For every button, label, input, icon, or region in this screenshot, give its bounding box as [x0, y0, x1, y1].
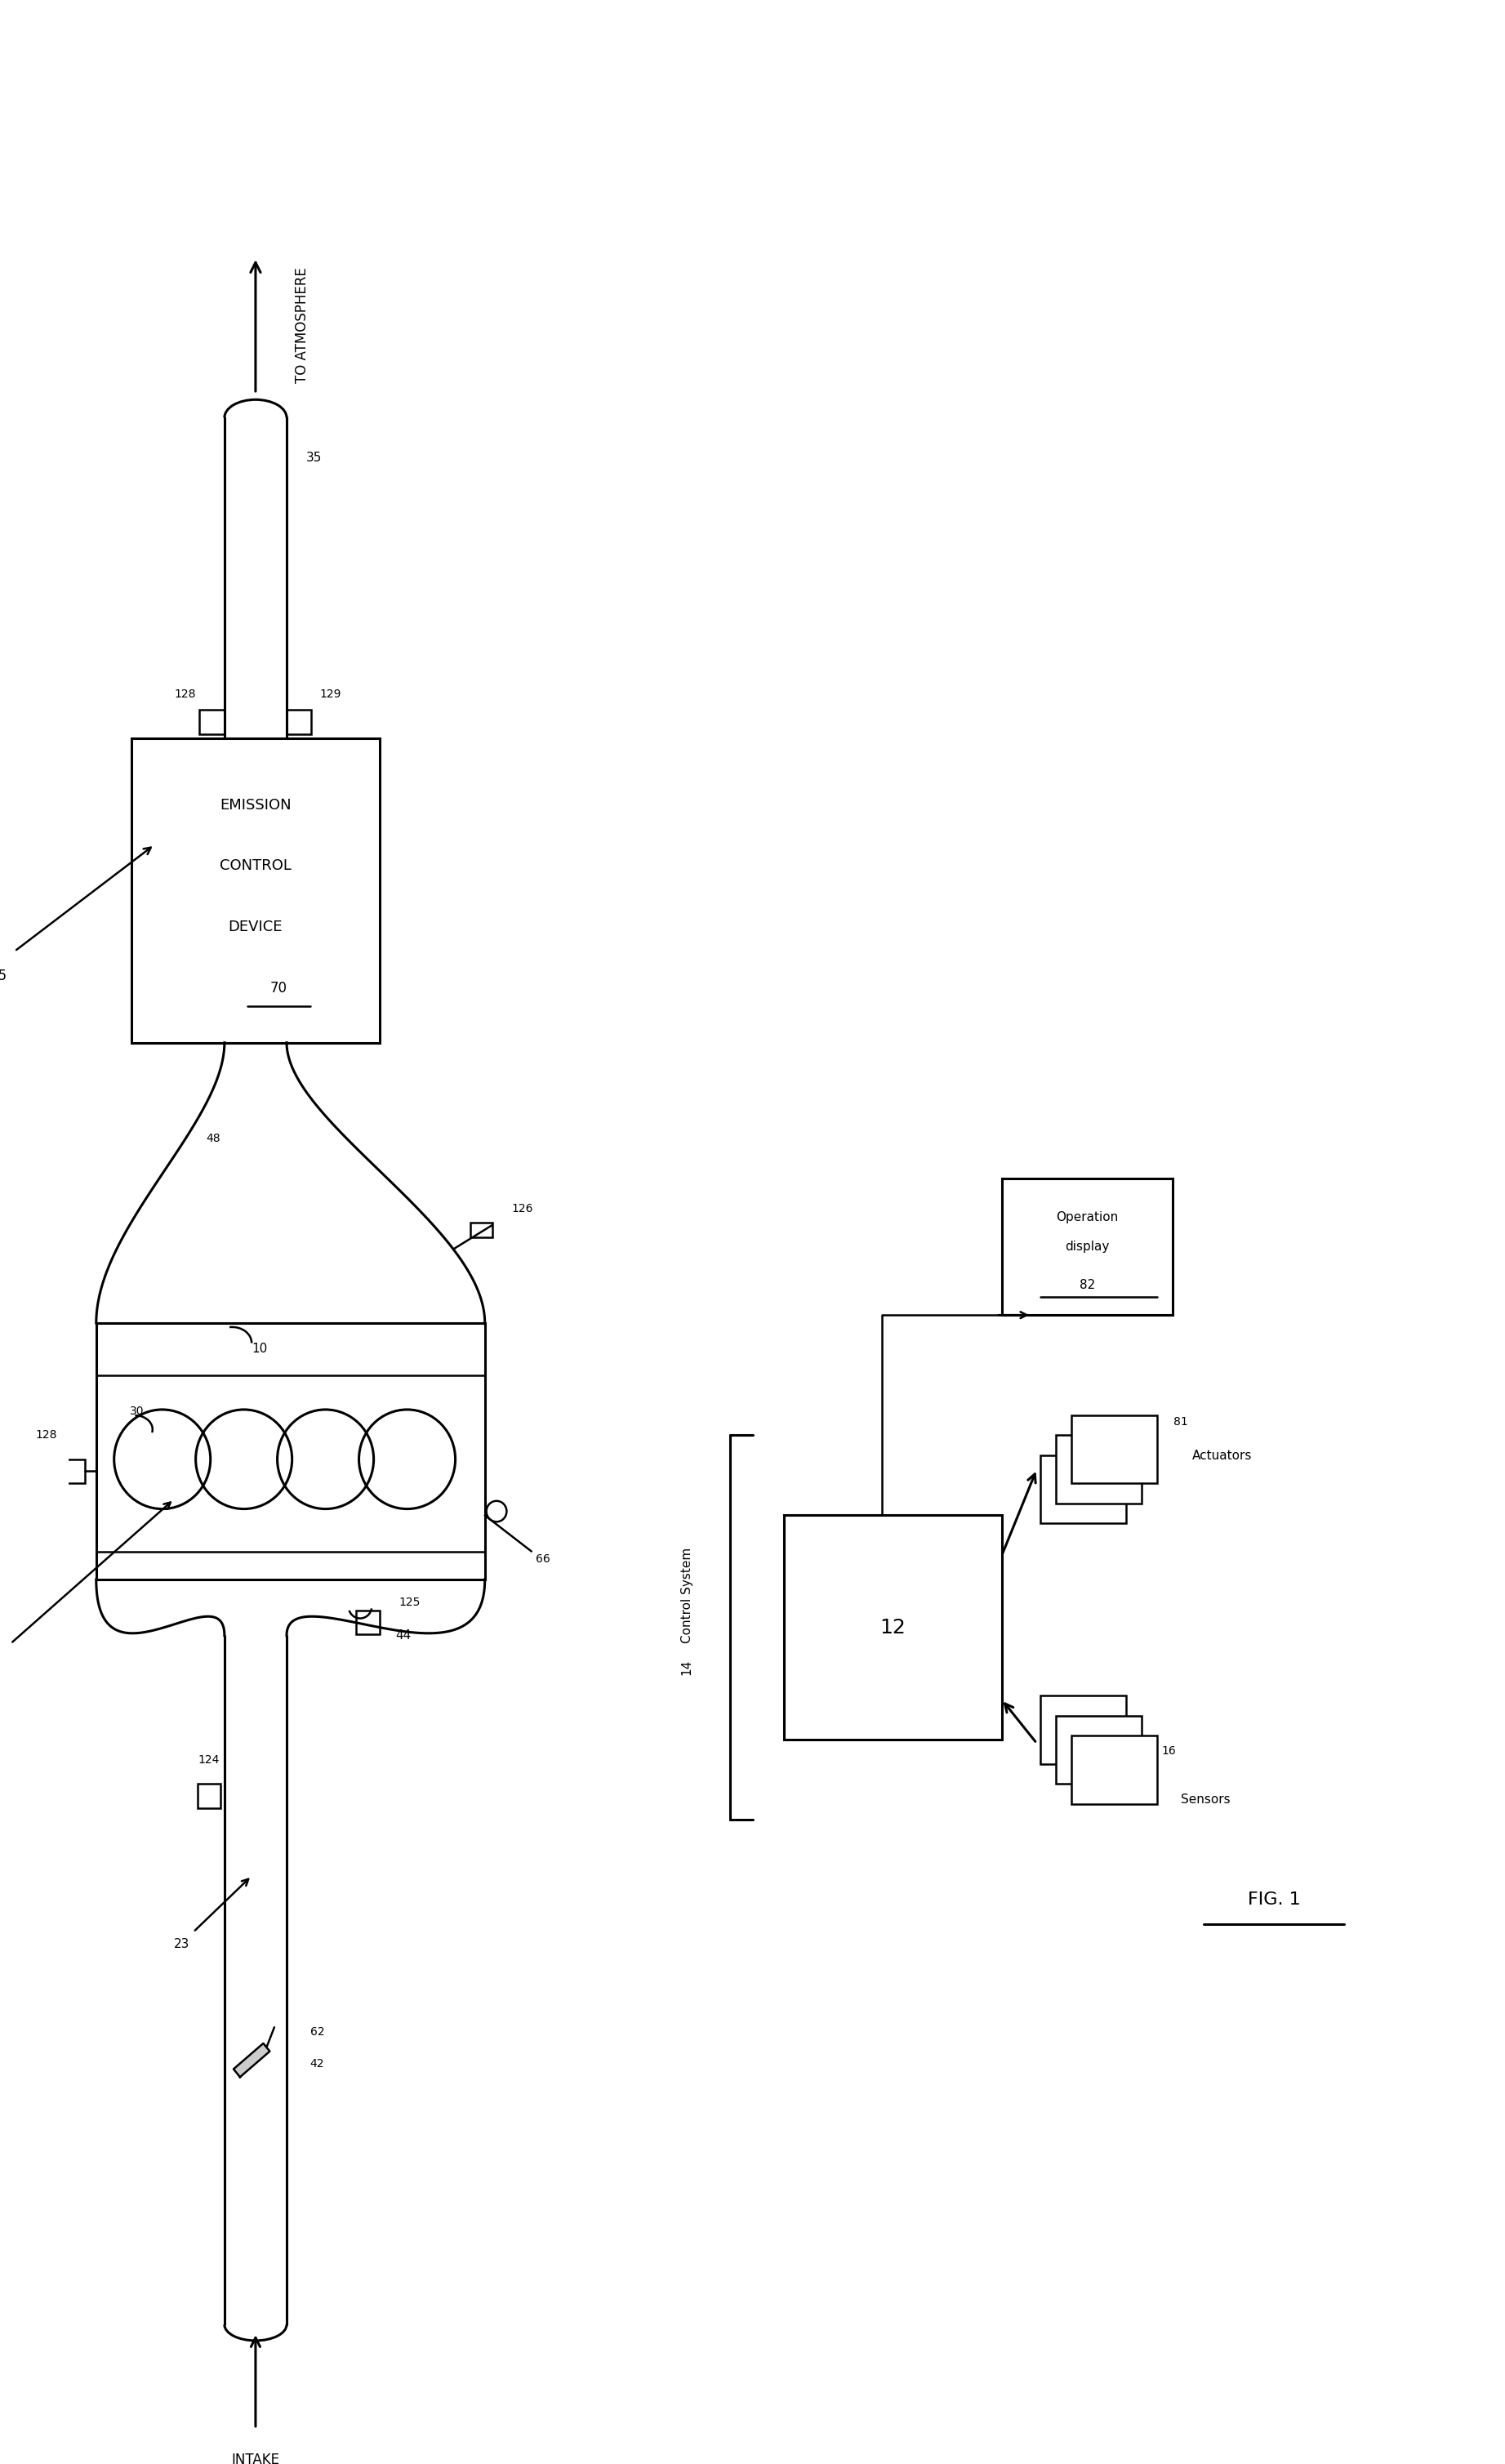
Text: 10: 10 [251, 1343, 268, 1355]
Bar [1040, 1456, 1126, 1523]
Bar [1057, 1434, 1142, 1503]
Text: 70: 70 [271, 981, 287, 995]
Text: Sensors: Sensors [1180, 1794, 1230, 1806]
Bar [131, 739, 379, 1042]
Text: 14: 14 [680, 1661, 694, 1676]
Text: 82: 82 [1079, 1279, 1096, 1291]
Text: 16: 16 [1162, 1745, 1175, 1757]
Bar [286, 710, 312, 734]
Bar [1057, 1715, 1142, 1784]
Text: 126: 126 [512, 1202, 533, 1215]
Text: 35: 35 [306, 451, 322, 463]
Bar [96, 1323, 485, 1579]
Bar [62, 1459, 84, 1483]
Text: 12: 12 [880, 1619, 906, 1636]
Text: 128: 128 [36, 1429, 57, 1441]
Text: display: display [1066, 1242, 1109, 1254]
Text: 81: 81 [1174, 1417, 1187, 1427]
Text: 42: 42 [310, 2057, 324, 2070]
Text: 25: 25 [0, 968, 8, 983]
Bar [784, 1515, 1002, 1740]
Polygon shape [233, 2043, 269, 2077]
Text: 124: 124 [199, 1754, 220, 1764]
Bar [1002, 1178, 1172, 1316]
Text: Actuators: Actuators [1192, 1449, 1252, 1461]
Text: 44: 44 [396, 1629, 411, 1641]
Text: 48: 48 [206, 1133, 221, 1143]
Text: Operation: Operation [1057, 1210, 1118, 1222]
Text: DEVICE: DEVICE [229, 919, 283, 934]
Text: INTAKE: INTAKE [232, 2452, 280, 2464]
Text: CONTROL: CONTROL [220, 857, 292, 872]
Text: 62: 62 [310, 2025, 325, 2038]
Text: 128: 128 [175, 687, 196, 700]
Text: 30: 30 [129, 1407, 144, 1417]
Bar [197, 1784, 221, 1809]
Text: TO ATMOSPHERE: TO ATMOSPHERE [295, 269, 309, 384]
Text: 66: 66 [536, 1555, 551, 1565]
Bar [1040, 1695, 1126, 1764]
Text: 125: 125 [399, 1597, 420, 1609]
Bar [1072, 1414, 1157, 1483]
Bar [200, 710, 224, 734]
Text: 129: 129 [319, 687, 342, 700]
Text: FIG. 1: FIG. 1 [1248, 1892, 1300, 1907]
Text: 23: 23 [173, 1937, 190, 1949]
Bar [471, 1222, 492, 1237]
Text: Control System: Control System [680, 1547, 694, 1643]
Bar [357, 1611, 379, 1634]
Bar [1072, 1735, 1157, 1804]
Text: EMISSION: EMISSION [220, 798, 292, 813]
